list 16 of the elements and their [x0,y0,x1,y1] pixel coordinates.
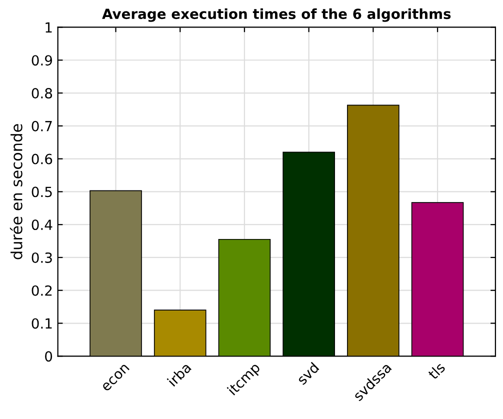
y-tick-label: 0.4 [32,220,52,230]
y-tick-label: 0.6 [32,154,52,164]
y-axis-title: durée en seconde [10,124,22,260]
y-tick-label: 0.1 [32,318,52,329]
y-tick-label: 1 [46,22,52,33]
chart-title: Average execution times of the 6 algorithms [102,8,451,22]
x-tick-label: tls [427,361,446,380]
y-tick-label: 0.2 [32,285,52,296]
x-tick-label: irba [166,362,192,387]
y-tick-label: 0.5 [32,186,52,198]
y-tick-label: 0.7 [32,120,52,132]
x-tick-label: svd [296,362,320,386]
y-tick-label: 0 [45,351,52,362]
y-tick-label: 0.8 [32,88,52,98]
y-tick-label: 0.9 [32,55,52,66]
y-tick-label: 0.3 [32,252,52,263]
